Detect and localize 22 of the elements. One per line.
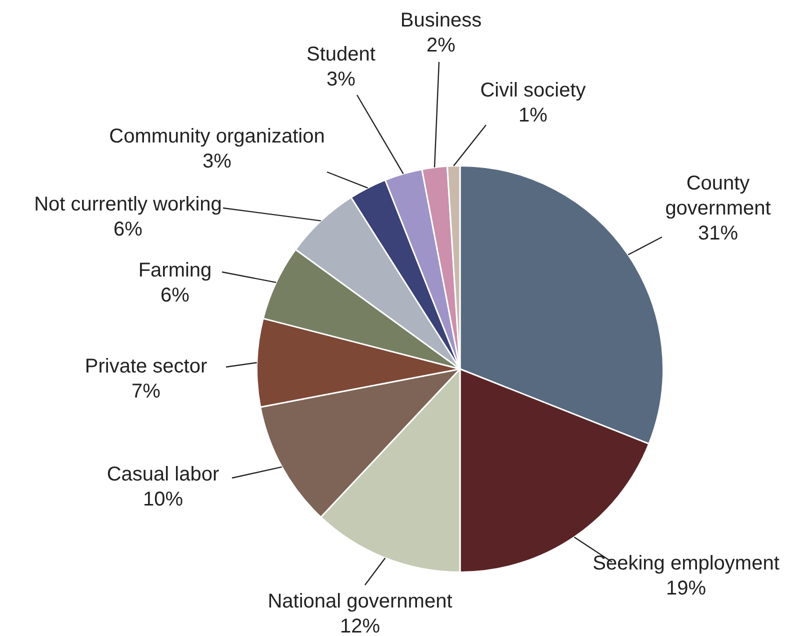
data-label: 31% — [698, 222, 738, 245]
data-label: 3% — [326, 68, 356, 91]
data-label: 7% — [132, 380, 161, 403]
data-label: 12% — [340, 616, 380, 636]
data-label: 6% — [160, 284, 190, 307]
slice-label: Casual labor — [106, 464, 220, 486]
data-label: 3% — [202, 150, 232, 173]
slice-label: Seeking employment — [592, 552, 780, 575]
data-label: 10% — [142, 488, 184, 511]
slice-label: National government — [268, 590, 453, 613]
data-label: 1% — [518, 104, 548, 127]
slice-label: Private sector — [84, 356, 208, 378]
slice-label: Community organization — [109, 126, 325, 148]
slice-label: County government — [665, 172, 772, 220]
data-label: 2% — [426, 34, 456, 57]
slice-label: Student — [306, 44, 376, 66]
slice-label: Civil society — [480, 80, 586, 102]
data-label: 6% — [114, 218, 143, 241]
data-label: 19% — [666, 578, 706, 600]
slice-label: Farming — [138, 260, 212, 282]
slice-label: Not currently working — [34, 194, 222, 216]
slice-label: Business — [400, 10, 482, 32]
